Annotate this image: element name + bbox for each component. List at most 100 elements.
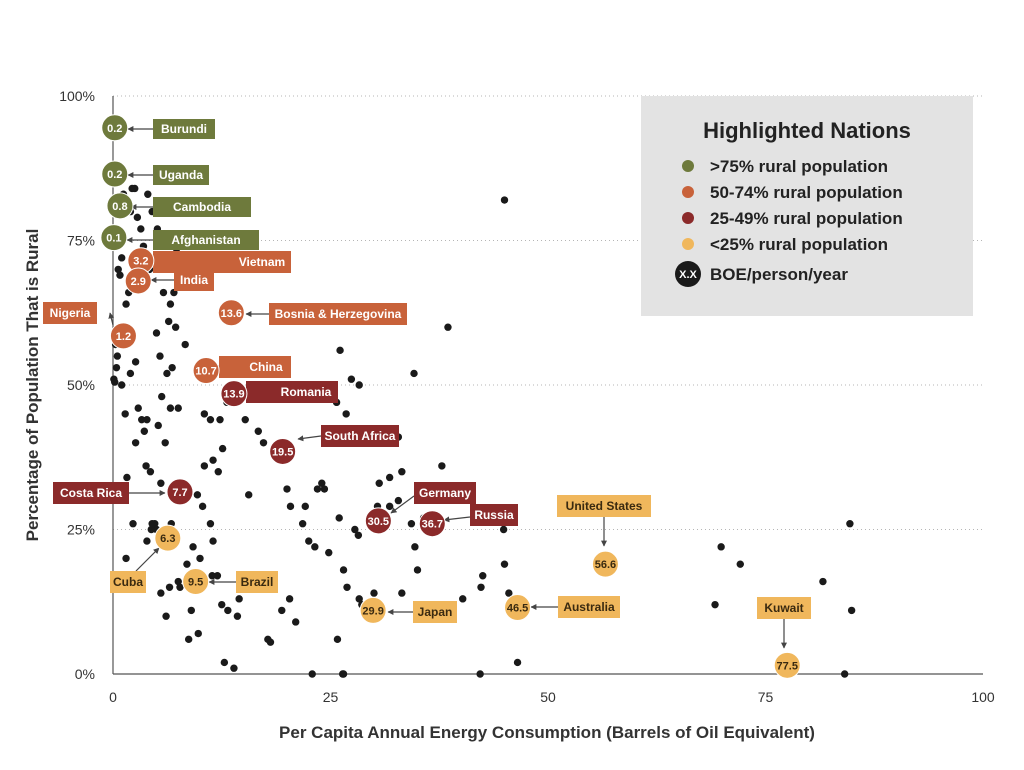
x-axis-title: Per Capita Annual Energy Consumption (Ba…	[279, 723, 815, 742]
data-point	[114, 265, 122, 274]
label-bosnia-and-herzegovina: Bosnia & Herzegovina	[275, 307, 402, 321]
data-point	[370, 589, 378, 597]
data-point	[278, 606, 286, 615]
data-point	[198, 502, 207, 511]
label-afghanistan: Afghanistan	[171, 233, 240, 247]
data-point	[459, 595, 467, 603]
value-cambodia: 0.8	[112, 201, 127, 213]
data-point	[131, 439, 140, 447]
label-box-germany	[414, 482, 476, 504]
legend-item-r50_74: 50-74% rural population	[682, 183, 903, 202]
data-point	[444, 323, 452, 331]
data-point	[193, 491, 202, 499]
point-china	[192, 357, 220, 385]
label-vietnam: Vietnam	[239, 255, 285, 269]
data-point	[137, 225, 145, 233]
data-point	[143, 415, 151, 424]
point-brazil	[182, 568, 210, 596]
legend-marker	[682, 212, 694, 224]
value-cuba: 6.3	[160, 533, 175, 545]
data-point	[736, 560, 744, 568]
point-japan	[359, 596, 387, 624]
data-point	[196, 554, 204, 563]
data-point	[342, 410, 350, 418]
x-tick-label: 50	[540, 689, 556, 705]
data-point	[477, 583, 485, 591]
value-australia: 46.5	[507, 603, 528, 615]
data-point	[385, 502, 394, 511]
label-box-afghanistan	[153, 230, 259, 250]
highlight-burundi: Burundi 0.2	[101, 114, 215, 142]
data-point	[840, 670, 849, 678]
data-point	[189, 543, 197, 551]
data-point	[142, 462, 150, 470]
data-point	[216, 415, 224, 424]
point-united-states	[591, 550, 619, 578]
label-nigeria: Nigeria	[50, 306, 91, 320]
value-south-africa: 19.5	[272, 446, 293, 458]
highlight-nigeria: Nigeria 1.2	[43, 302, 137, 350]
point-uganda	[101, 160, 129, 188]
y-tick-label: 50%	[67, 377, 95, 393]
label-japan: Japan	[418, 605, 453, 619]
point-burundi	[101, 114, 129, 142]
label-australia: Australia	[563, 600, 615, 614]
data-point	[111, 378, 119, 386]
data-point	[112, 363, 121, 372]
data-point	[347, 375, 356, 383]
y-tick-label: 25%	[67, 522, 95, 538]
data-point	[113, 352, 122, 360]
label-box-cuba	[110, 571, 146, 593]
label-box-costa-rica	[53, 482, 129, 504]
data-point	[166, 404, 175, 412]
label-south-africa: South Africa	[325, 429, 396, 443]
connector-south-africa	[297, 435, 322, 442]
highlight-afghanistan: Afghanistan 0.1	[100, 224, 259, 252]
data-point	[259, 439, 268, 447]
label-box-romania	[246, 381, 338, 403]
data-point	[335, 514, 343, 522]
data-point	[717, 543, 725, 551]
highlight-uganda: Uganda 0.2	[101, 160, 209, 188]
data-point	[245, 491, 253, 499]
data-point	[131, 184, 139, 193]
data-point	[476, 670, 484, 678]
data-point	[438, 462, 446, 470]
data-point	[220, 658, 229, 667]
legend-label: <25% rural population	[710, 235, 888, 254]
highlight-south-africa: South Africa 19.5	[269, 425, 399, 465]
data-point	[343, 583, 351, 591]
highlight-bosnia-and-herzegovina: Bosnia & Herzegovina 13.6	[217, 299, 407, 327]
data-point	[375, 479, 383, 487]
data-point	[218, 444, 227, 453]
label-india: India	[180, 273, 208, 287]
data-point	[711, 600, 719, 609]
point-india	[124, 267, 152, 295]
label-box-russia	[470, 504, 518, 526]
value-burundi: 0.2	[107, 123, 122, 135]
highlight-united-states: United States 56.6	[557, 495, 651, 578]
data-point	[162, 612, 170, 620]
data-point	[385, 473, 394, 482]
point-romania	[220, 380, 248, 408]
data-point	[157, 589, 165, 597]
data-point	[410, 369, 418, 378]
data-point	[339, 566, 348, 574]
data-point	[413, 566, 422, 574]
data-point	[339, 670, 348, 678]
data-point	[233, 612, 242, 620]
data-point	[200, 462, 209, 470]
data-point	[159, 288, 168, 297]
data-point	[168, 363, 176, 372]
data-point	[147, 525, 155, 534]
label-uganda: Uganda	[159, 168, 203, 182]
data-point	[292, 618, 300, 626]
legend-title: Highlighted Nations	[703, 118, 911, 143]
data-point	[184, 635, 193, 644]
data-point	[283, 485, 291, 493]
value-brazil: 9.5	[188, 577, 203, 589]
value-romania: 13.9	[223, 389, 244, 401]
label-burundi: Burundi	[161, 122, 207, 136]
label-costa-rica: Costa Rica	[60, 486, 122, 500]
data-point	[183, 560, 191, 568]
